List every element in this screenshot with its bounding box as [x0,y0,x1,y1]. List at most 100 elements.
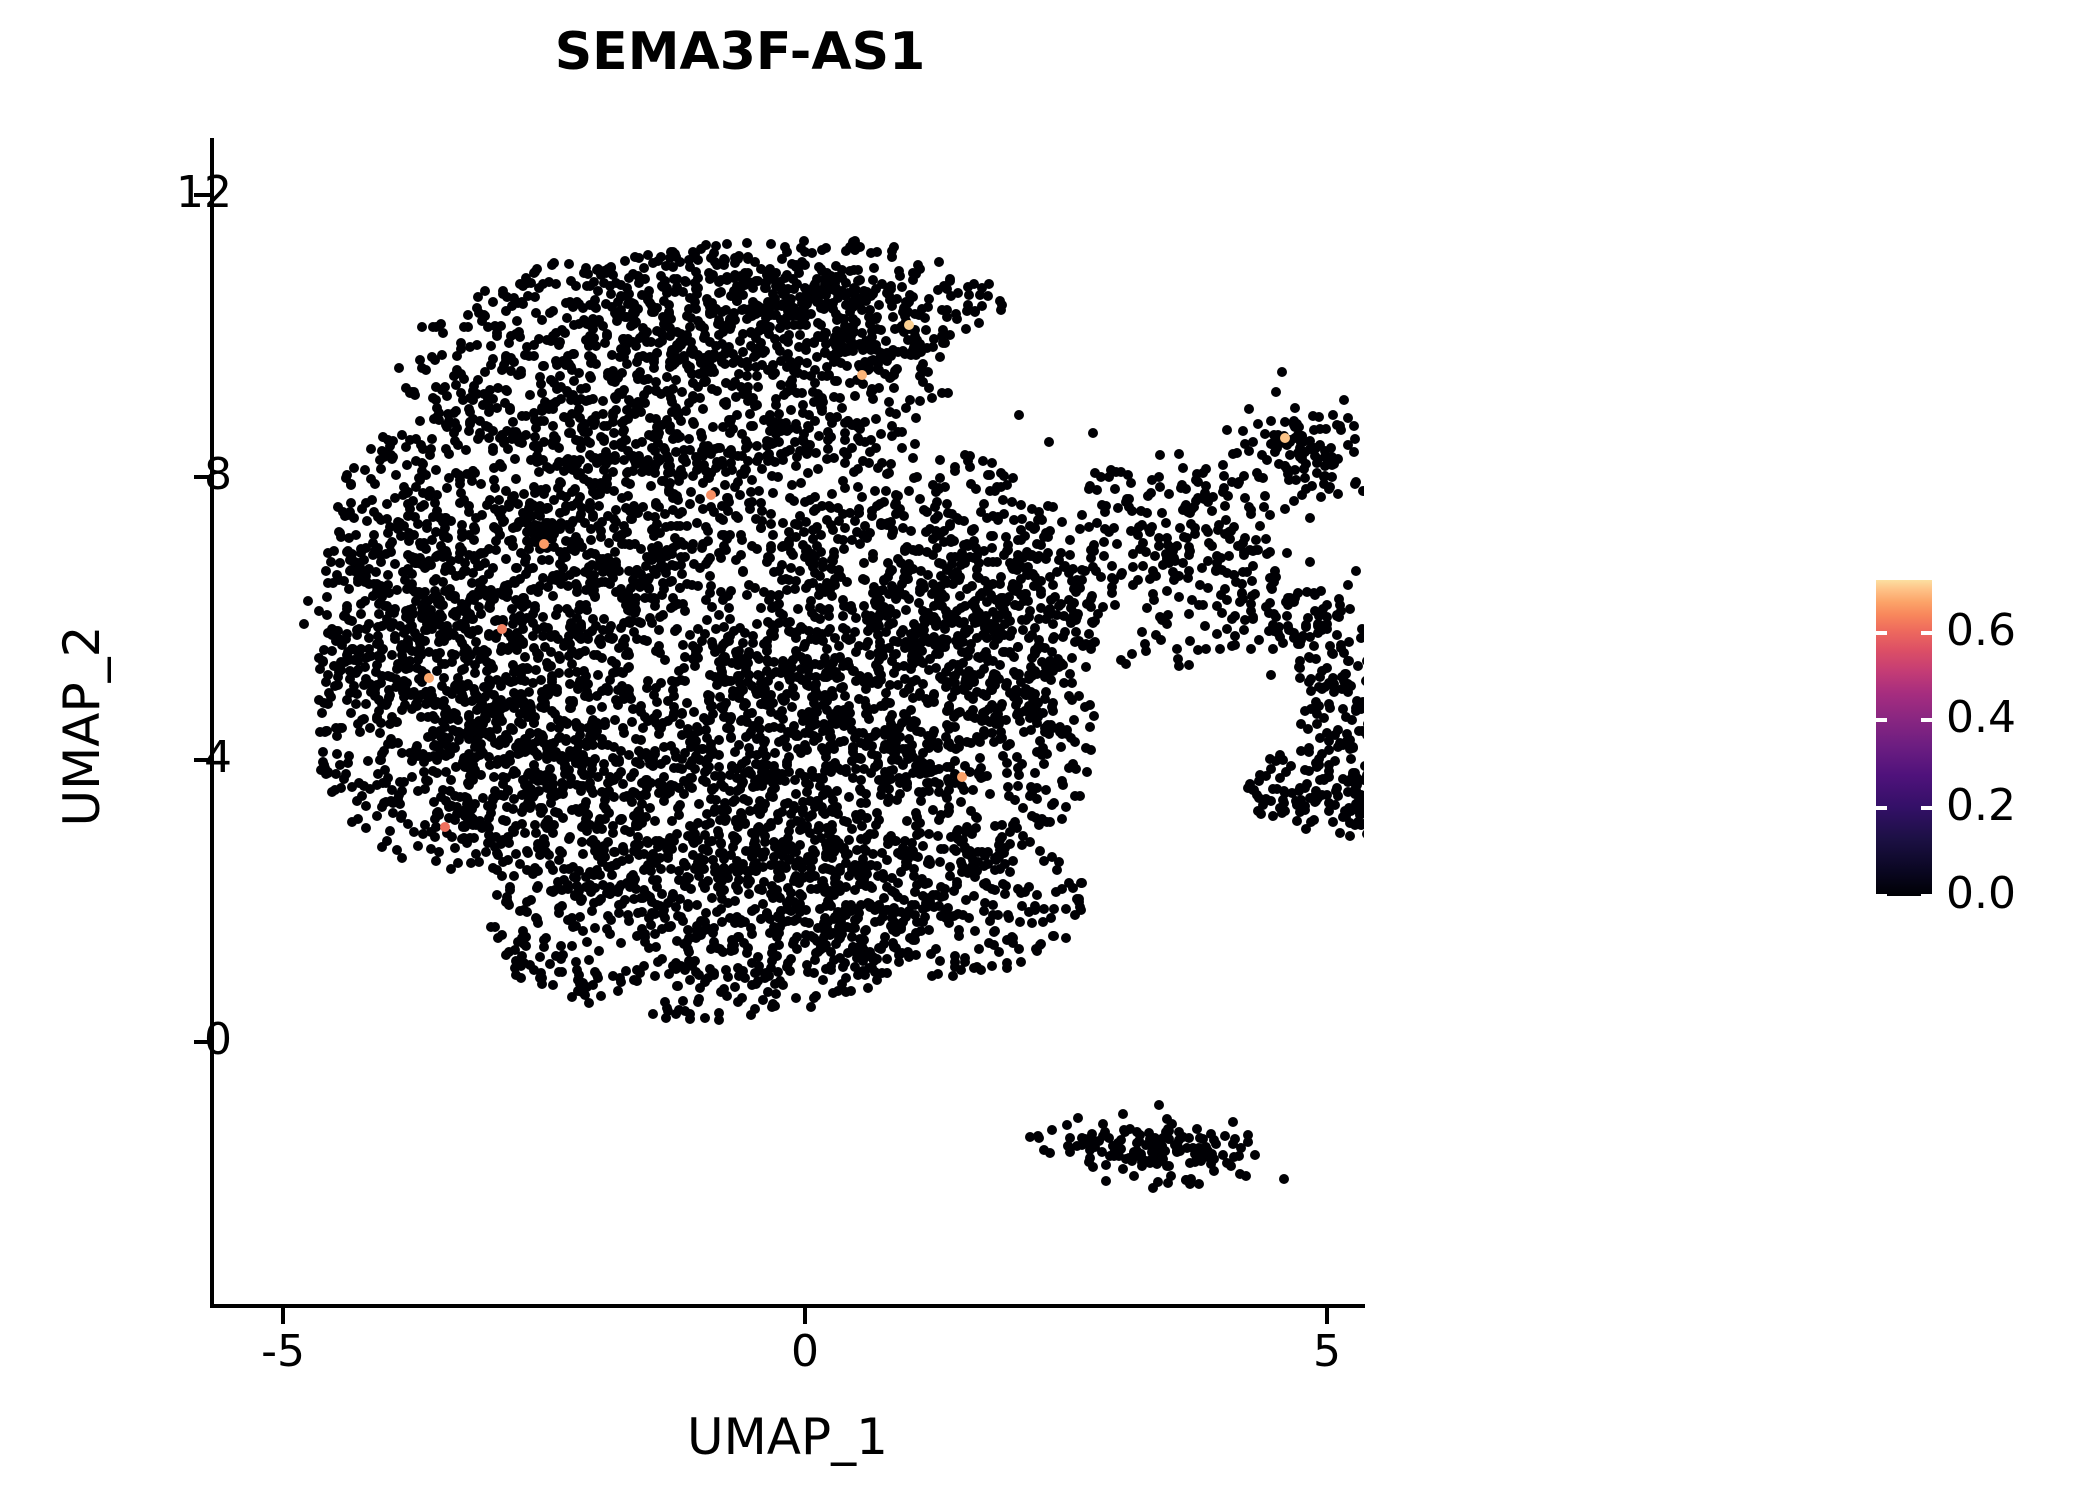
scatter-point [899,327,910,338]
scatter-point [439,566,450,577]
scatter-point [663,299,674,310]
scatter-point [848,419,859,430]
scatter-point [786,374,797,385]
scatter-point [858,379,869,390]
scatter-point [1069,790,1080,801]
scatter-point [815,303,826,314]
scatter-point [685,820,695,831]
scatter-point [479,558,490,569]
scatter-point [506,352,517,363]
scatter-point [635,367,646,377]
scatter-point [769,334,780,345]
scatter-point [455,387,466,398]
scatter-point [595,633,605,644]
scatter-point [932,831,943,842]
scatter-point [410,511,421,522]
scatter-point [461,838,472,849]
scatter-point [938,281,949,291]
scatter-point [552,384,563,395]
scatter-point [348,463,359,474]
scatter-point [478,400,489,411]
scatter-point [989,737,1000,747]
scatter-point [798,370,809,381]
scatter-point [581,383,592,394]
scatter-point [736,428,747,439]
scatter-point [708,422,719,433]
scatter-point [778,299,789,309]
scatter-point [671,623,682,634]
scatter-point [607,270,618,281]
scatter-point [814,613,825,624]
scatter-point [927,342,938,353]
scatter-point [997,819,1008,830]
scatter-point [360,498,371,508]
scatter-point [850,316,861,327]
scatter-point [509,357,520,367]
scatter-point [501,350,512,361]
scatter-point [569,376,580,387]
scatter-point [712,319,723,330]
scatter-point [345,708,356,719]
scatter-point [789,303,800,314]
scatter-point [422,712,433,723]
scatter-point [976,301,987,312]
scatter-point [734,368,745,379]
scatter-point [676,506,687,517]
scatter-point [585,704,596,715]
scatter-point [563,630,574,641]
scatter-point [816,405,827,416]
scatter-point [789,496,800,507]
scatter-point [624,273,634,284]
scatter-point [742,396,753,406]
scatter-point [1002,768,1013,779]
scatter-point [446,832,457,843]
scatter-point [511,473,522,484]
scatter-point [495,712,506,723]
scatter-point [490,482,500,493]
scatter-point [536,686,547,697]
scatter-point [317,707,328,718]
scatter-point [858,600,869,611]
scatter-point [865,338,875,349]
scatter-point [1017,802,1028,813]
scatter-point [793,743,804,754]
scatter-point [828,392,839,403]
scatter-point [791,452,802,463]
scatter-point [630,438,641,449]
scatter-point [528,869,539,880]
scatter-point [696,432,707,443]
scatter-point [757,359,768,370]
scatter-point [538,279,548,290]
scatter-point [984,279,995,290]
scatter-point [610,546,621,557]
scatter-point [884,697,895,708]
scatter-point [831,260,841,271]
scatter-point [589,453,600,463]
scatter-point [626,716,637,727]
scatter-point [798,429,809,440]
scatter-point [397,852,407,863]
scatter-point [742,356,753,367]
scatter-point [619,335,630,346]
scatter-point [469,467,480,478]
scatter-point [794,673,805,684]
scatter-point [812,352,822,363]
scatter-point [575,630,585,641]
scatter-point [870,339,881,350]
scatter-point [767,530,778,541]
scatter-point [484,494,495,505]
scatter-point [969,278,979,289]
scatter-point [840,428,850,439]
scatter-point [469,742,480,752]
scatter-point [545,959,555,970]
scatter-point [684,303,695,314]
scatter-point [632,397,643,408]
scatter-point [384,441,395,452]
scatter-point [769,566,780,577]
scatter-point [509,578,520,589]
scatter-point [673,809,684,820]
scatter-point [1063,691,1074,702]
scatter-point [946,831,956,842]
scatter-point [849,283,860,294]
scatter-point [574,318,584,329]
